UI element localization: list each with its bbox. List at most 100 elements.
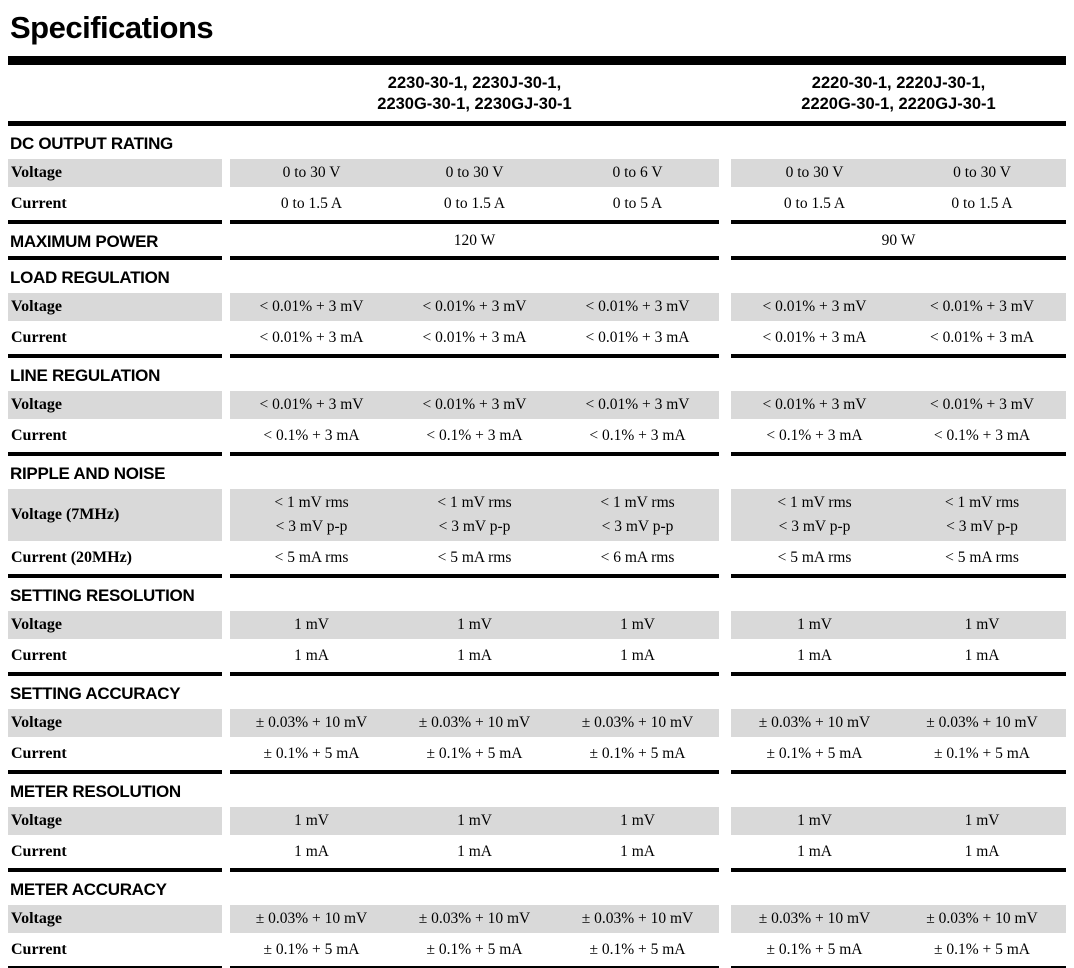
section-separator — [8, 452, 1066, 456]
spec-value: 0 to 5 A — [612, 195, 663, 212]
row-label: Current — [11, 329, 67, 346]
section-title: RIPPLE AND NOISE — [10, 464, 166, 483]
section-separator — [8, 574, 1066, 578]
spec-value: ± 0.1% + 5 mA — [589, 941, 686, 958]
spec-value: < 0.01% + 3 mA — [762, 329, 867, 346]
spec-value: 0 to 30 V — [393, 159, 556, 187]
spec-value: ± 0.03% + 10 mV — [898, 905, 1066, 933]
spec-value: 0 to 30 V — [898, 159, 1066, 187]
spec-value-line: < 3 mV p-p — [275, 518, 348, 535]
row-label: Voltage — [8, 807, 222, 835]
row-label: Voltage — [8, 159, 222, 187]
spec-value: < 0.1% + 3 mA — [589, 427, 686, 444]
spec-value: < 0.01% + 3 mV — [230, 293, 393, 321]
spec-row: Voltage < 0.01% + 3 mV < 0.01% + 3 mV < 0.0… — [8, 293, 1066, 321]
merged-spec-value: 120 W — [453, 232, 496, 249]
spec-value: ± 0.1% + 5 mA — [766, 941, 863, 958]
section-header-row: DC OUTPUT RATING — [8, 130, 1066, 156]
row-label: Current — [11, 843, 67, 860]
spec-value: 1 mV — [556, 611, 719, 639]
spec-value: 1 mV — [898, 611, 1066, 639]
spec-value: < 6 mA rms — [600, 549, 675, 566]
spec-value: ± 0.03% + 10 mV — [556, 905, 719, 933]
section-separator — [8, 220, 1066, 224]
row-label: Current — [11, 427, 67, 444]
separator-segment — [230, 770, 719, 774]
spec-value: 1 mV — [230, 807, 393, 835]
column-group-header-line: 2220-30-1, 2220J-30-1, — [811, 74, 986, 92]
spec-value: 1 mV — [393, 611, 556, 639]
spec-value: ± 0.03% + 10 mV — [230, 905, 393, 933]
separator-segment — [8, 256, 222, 260]
row-label: Current (20MHz) — [11, 549, 132, 566]
section-header-row: MAXIMUM POWER 120 W 90 W — [8, 228, 1066, 254]
models-header-row: 2230-30-1, 2230J-30-1, 2230G-30-1, 2230G… — [8, 71, 1066, 118]
separator-segment — [8, 354, 222, 358]
spec-value: < 1 mV rms < 3 mV p-p — [898, 489, 1066, 541]
page-title: Specifications — [10, 10, 214, 45]
spec-row: Current < 0.1% + 3 mA < 0.1% + 3 mA < 0.1% … — [8, 422, 1066, 450]
separator-segment — [731, 770, 1066, 774]
spec-value: 1 mA — [964, 647, 1000, 664]
row-label: Voltage — [8, 391, 222, 419]
spec-value: ± 0.1% + 5 mA — [263, 745, 360, 762]
section-separator — [8, 672, 1066, 676]
separator-segment — [230, 574, 719, 578]
spec-row: Current ± 0.1% + 5 mA ± 0.1% + 5 mA ± 0.1% … — [8, 936, 1066, 964]
spec-row: Voltage ± 0.03% + 10 mV ± 0.03% + 10 mV ± 0… — [8, 905, 1066, 933]
spec-value-line: < 1 mV rms — [600, 494, 675, 511]
spec-value: < 0.1% + 3 mA — [766, 427, 863, 444]
spec-value: 1 mA — [620, 843, 655, 860]
spec-value: < 0.01% + 3 mV — [556, 293, 719, 321]
spec-value: 1 mV — [556, 807, 719, 835]
merged-spec-value: 90 W — [881, 232, 916, 249]
spec-value: < 0.1% + 3 mA — [263, 427, 360, 444]
spec-value: ± 0.03% + 10 mV — [393, 709, 556, 737]
separator-segment — [8, 452, 222, 456]
section-title: SETTING RESOLUTION — [10, 586, 195, 605]
section-header-row: METER ACCURACY — [8, 876, 1066, 902]
spec-value: < 1 mV rms < 3 mV p-p — [230, 489, 393, 541]
spec-value: 1 mV — [731, 807, 898, 835]
spec-value: < 0.01% + 3 mV — [393, 293, 556, 321]
separator-segment — [230, 452, 719, 456]
spec-value: 1 mV — [230, 611, 393, 639]
separator-segment — [731, 220, 1066, 224]
separator-segment — [731, 574, 1066, 578]
spec-value: ± 0.03% + 10 mV — [393, 905, 556, 933]
section-separator — [8, 770, 1066, 774]
spec-value-line: < 3 mV p-p — [778, 518, 851, 535]
spec-value: 1 mA — [797, 843, 832, 860]
spec-value: < 5 mA rms — [274, 549, 349, 566]
section-title: MAXIMUM POWER — [10, 232, 159, 251]
spec-value: 0 to 1.5 A — [951, 195, 1013, 212]
spec-value: 1 mV — [898, 807, 1066, 835]
row-label: Current — [11, 195, 67, 212]
spec-row: Current 0 to 1.5 A 0 to 1.5 A 0 to 5 A 0 to … — [8, 190, 1066, 218]
spec-value: < 0.01% + 3 mV — [731, 391, 898, 419]
spec-value: ± 0.03% + 10 mV — [898, 709, 1066, 737]
row-label: Current — [11, 941, 67, 958]
spec-value: ± 0.1% + 5 mA — [589, 745, 686, 762]
section-header-row: METER RESOLUTION — [8, 778, 1066, 804]
section-title: METER ACCURACY — [10, 880, 167, 899]
column-group-header-2230: 2230-30-1, 2230J-30-1, 2230G-30-1, 2230G… — [230, 71, 719, 118]
row-label: Voltage (7MHz) — [8, 489, 222, 541]
spec-value-line: < 1 mV rms — [274, 494, 349, 511]
separator-segment — [230, 672, 719, 676]
spec-value-line: < 1 mV rms — [777, 494, 852, 511]
spec-value: 0 to 1.5 A — [280, 195, 343, 212]
row-label: Voltage — [8, 905, 222, 933]
spec-value: ± 0.1% + 5 mA — [933, 745, 1031, 762]
section-separator — [8, 354, 1066, 358]
separator-segment — [731, 966, 1066, 968]
spec-value: < 0.01% + 3 mA — [929, 329, 1035, 346]
spec-value: < 0.01% + 3 mV — [898, 391, 1066, 419]
spec-value: ± 0.03% + 10 mV — [230, 709, 393, 737]
spec-value: < 0.01% + 3 mV — [556, 391, 719, 419]
row-label: Current — [11, 647, 67, 664]
spec-row: Voltage ± 0.03% + 10 mV ± 0.03% + 10 mV ± 0… — [8, 709, 1066, 737]
spec-value: 1 mV — [393, 807, 556, 835]
